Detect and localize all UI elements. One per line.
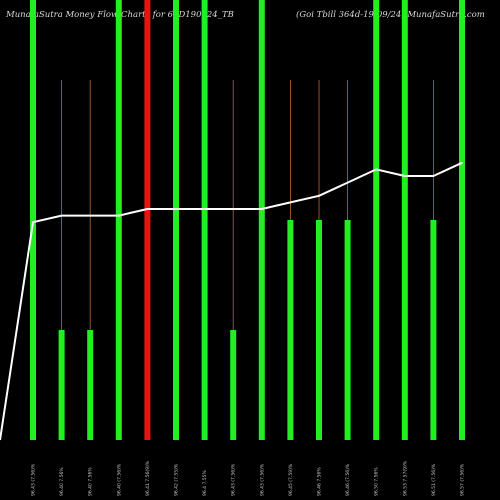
price-point-1 [32, 221, 34, 223]
money-flow-bar-5 [144, 0, 151, 440]
price-point-16 [461, 162, 463, 164]
x-tick-label-12: 96.46 (7.56)% [345, 463, 351, 496]
x-tick-label-1: 96.43 (7.56)% [31, 463, 37, 496]
price-point-8 [232, 208, 234, 210]
x-tick-label-15: 96.51 (7.56)% [431, 463, 437, 496]
price-point-4 [118, 214, 120, 217]
price-point-15 [432, 175, 435, 177]
money-flow-bar-15 [430, 220, 437, 440]
price-point-13 [375, 168, 378, 171]
chart-title-right: (Goi Tbill 364d-19/09/24) MunafaSutra.co… [296, 10, 485, 20]
price-point-3 [89, 214, 91, 217]
x-tick-label-14: 96.53 7.57(9)% [402, 460, 408, 496]
money-flow-bar-4 [115, 0, 122, 440]
money-flow-bar-8 [230, 330, 237, 440]
x-tick-label-4: 96.40 (7.56)% [116, 463, 122, 496]
x-tick-label-10: 96.45 (7.59)% [288, 463, 294, 496]
x-tick-label-16: 96.57 (7.56)% [460, 463, 466, 496]
x-tick-label-7: 96.4 7.55% [202, 470, 208, 496]
money-flow-bar-2 [58, 330, 65, 440]
money-flow-bar-11 [316, 220, 322, 440]
x-tick-label-2: 96.40 7.56% [59, 467, 65, 496]
price-point-11 [318, 195, 320, 197]
x-tick-label-11: 96.46 7.56% [317, 467, 323, 496]
money-flow-bar-9 [258, 0, 265, 440]
money-flow-bar-7 [201, 0, 208, 440]
money-flow-bar-12 [344, 220, 351, 440]
x-tick-label-8: 96.43 (7.56)% [231, 463, 237, 496]
x-tick-label-13: 96.50 7.56% [374, 467, 380, 496]
money-flow-bar-3 [87, 330, 94, 440]
x-tick-label-3: 96.40 7.56% [88, 467, 94, 496]
money-flow-bar-13 [373, 0, 380, 440]
price-point-6 [175, 208, 177, 210]
money-flow-bar-10 [287, 220, 294, 440]
x-tick-label-6: 96.42 (7.55)% [174, 463, 180, 496]
money-flow-bar-1 [30, 0, 36, 440]
price-point-9 [261, 208, 263, 210]
price-point-2 [60, 214, 63, 217]
price-point-10 [289, 201, 292, 204]
money-flow-bar-14 [401, 0, 408, 440]
x-tick-label-9: 96.43 (7.56)% [259, 463, 265, 496]
money-flow-bar-6 [173, 0, 179, 440]
price-point-5 [146, 208, 149, 210]
price-point-12 [346, 181, 349, 184]
price-point-14 [404, 175, 406, 177]
money-flow-bar-16 [459, 0, 465, 440]
x-tick-label-5: 96.41 7.56(9)% [145, 460, 151, 496]
price-point-7 [203, 208, 206, 210]
